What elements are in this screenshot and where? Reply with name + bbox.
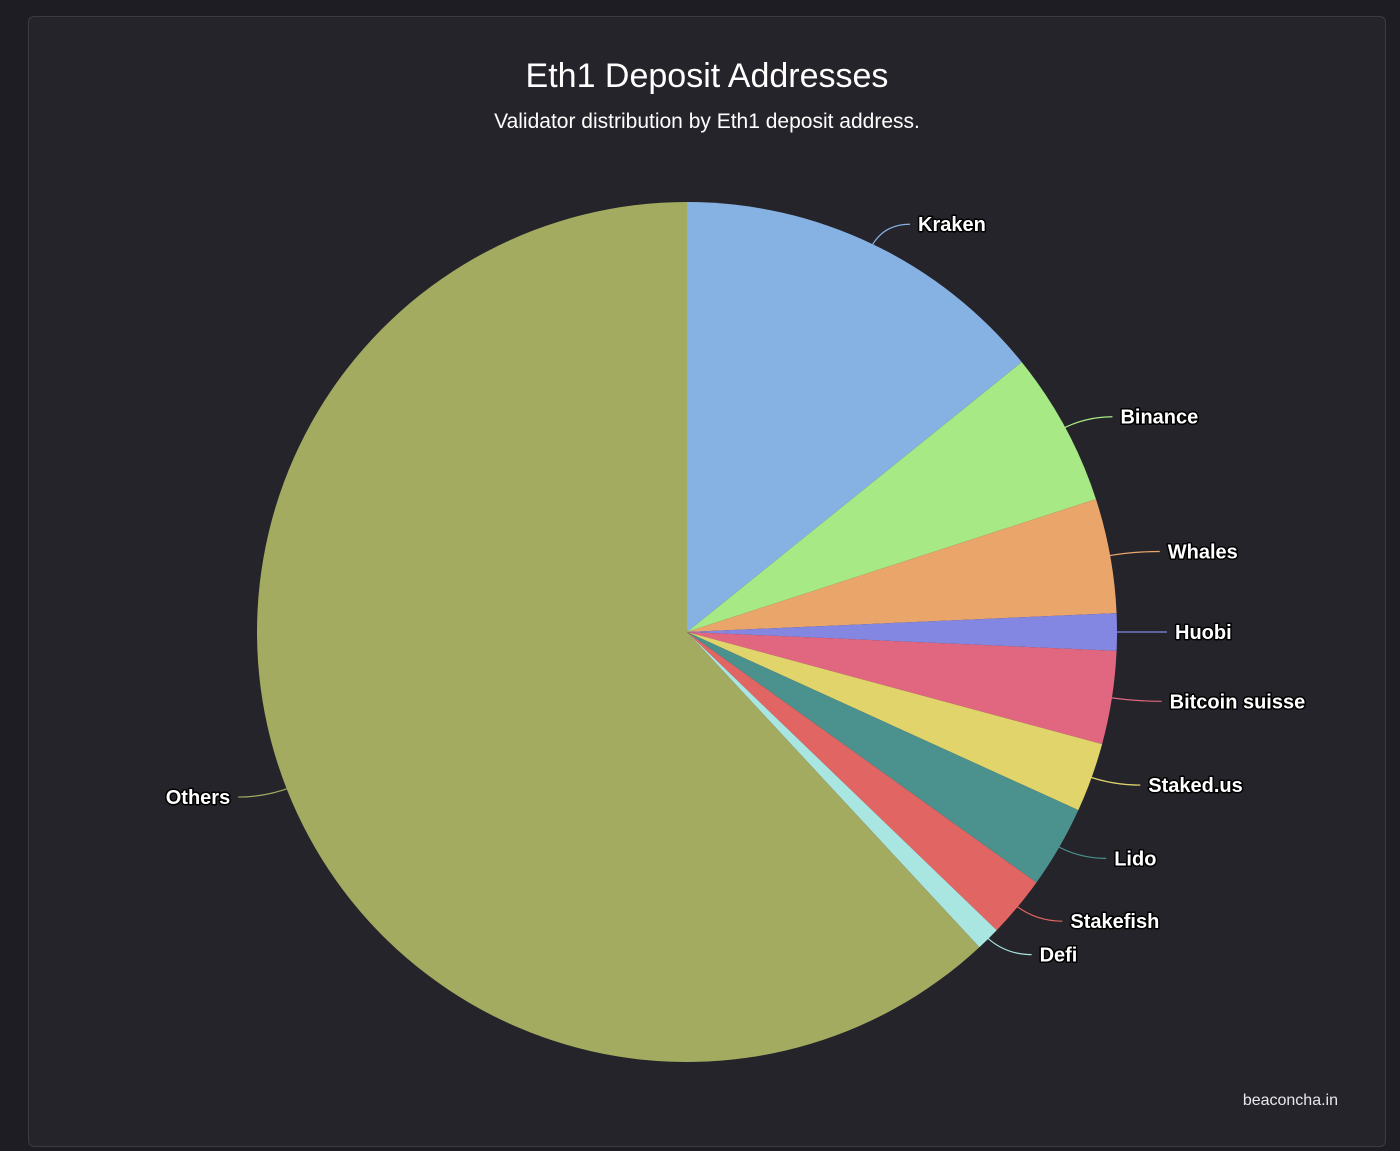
pie-slice-defi[interactable] [687,632,997,948]
connector-bitcoin-suisse [1105,696,1162,702]
pie-slice-stakefish[interactable] [687,632,1037,931]
connector-staked-us [1085,775,1141,786]
slice-label-staked-us: Staked.us [1148,775,1242,797]
slice-label-stakefish: Stakefish [1070,911,1159,933]
pie-slice-staked-us[interactable] [687,632,1103,811]
slice-label-defi: Defi [1040,945,1078,967]
chart-subtitle: Validator distribution by Eth1 deposit a… [494,110,920,133]
pie-slice-binance[interactable] [687,362,1096,632]
pie-slice-bitcoin-suisse[interactable] [687,632,1117,745]
pie-slice-kraken[interactable] [687,202,1022,632]
pie-slice-lido[interactable] [687,632,1079,883]
slice-label-binance: Binance [1120,407,1198,429]
slice-label-bitcoin-suisse: Bitcoin suisse [1170,691,1306,713]
chart-title: Eth1 Deposit Addresses [525,57,889,95]
pie-slice-whales[interactable] [687,499,1117,632]
slice-label-whales: Whales [1168,541,1238,563]
connector-stakefish [1012,902,1063,922]
connector-others [238,786,293,798]
connector-binance [1059,416,1113,431]
connector-whales [1104,550,1160,558]
connector-defi [983,934,1032,956]
credit-link[interactable]: beaconcha.in [1242,1092,1338,1109]
connector-kraken [869,223,911,250]
connector-lido [1053,843,1107,860]
slice-label-others: Others [166,787,230,809]
pie-slice-huobi[interactable] [687,613,1117,651]
slice-label-lido: Lido [1114,848,1156,870]
pie-slice-others[interactable] [256,202,980,1063]
slice-label-kraken: Kraken [918,214,986,236]
slice-label-huobi: Huobi [1175,622,1232,644]
